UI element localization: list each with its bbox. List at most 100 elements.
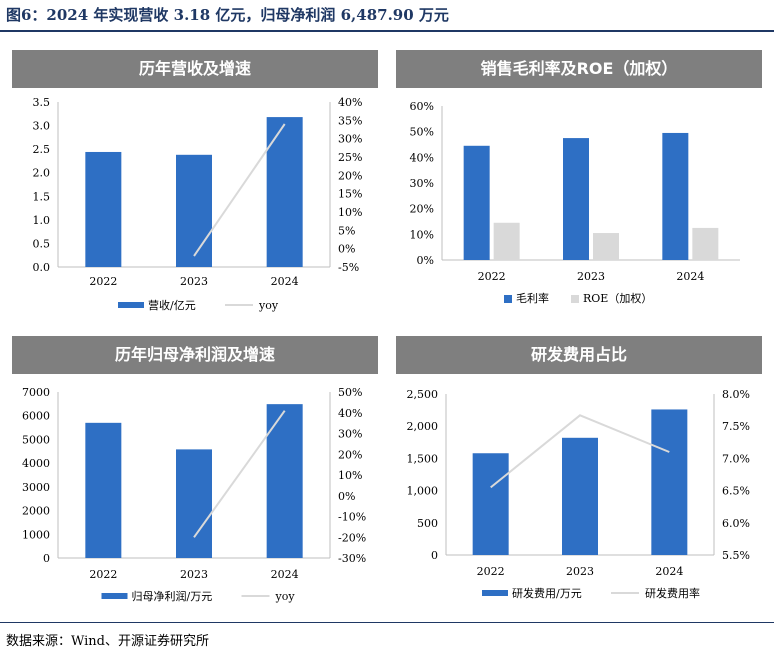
chart-revenue: 0.0 0.5 1.0 1.5 2.0 2.5 3.0 3.5 -5% 0% 5% 10% 15% 20%… <box>33 96 363 312</box>
y-tick-label-left: 4000 <box>22 457 50 470</box>
y-tick-label-right: 20% <box>338 448 362 461</box>
y-tick-label-left: 50% <box>410 126 434 139</box>
y-tick-label-left: 2.0 <box>33 167 51 180</box>
panel-revenue: 历年营收及增速 0.0 0.5 1.0 1.5 2.0 2.5 3.0 3.5 -5% 0% 5% 1… <box>12 50 378 322</box>
x-tick-label: 2024 <box>655 565 683 578</box>
x-tick-label: 2024 <box>271 275 299 288</box>
panel-margin-roe: 销售毛利率及ROE（加权） 0% 10% 20% 30% 40% 50% 60% 2022 20… <box>396 50 762 322</box>
x-tick-label: 2024 <box>676 270 704 283</box>
bar-secondary <box>692 227 719 260</box>
y-tick-label-right: -5% <box>338 261 359 274</box>
y-tick-label-left: 3000 <box>22 481 50 494</box>
legend-label: 研发费用率 <box>645 586 700 600</box>
y-tick-label-left: 1.5 <box>33 190 51 203</box>
y-tick-label-left: 10% <box>410 228 434 241</box>
y-tick-label-left: 0 <box>43 552 50 565</box>
y-tick-label-left: 1,500 <box>407 452 439 465</box>
y-tick-label-left: 0 <box>431 549 438 562</box>
y-tick-label-right: 40% <box>338 407 362 420</box>
y-tick-label-right: 5% <box>338 224 355 237</box>
y-tick-label-left: 7000 <box>22 386 50 399</box>
legend-swatch <box>571 295 579 303</box>
panel-net-profit: 历年归母净利润及增速 0 1000 2000 3000 4000 5000 6000 7000… <box>12 336 378 618</box>
bar-primary <box>563 138 589 260</box>
bar-primary <box>463 145 490 260</box>
panel-header-revenue: 历年营收及增速 <box>12 50 378 88</box>
chart-rd: 0 500 1,000 1,500 2,000 2,500 5.5% 6.0% 6.5% 7.0%… <box>407 388 750 600</box>
y-tick-label-left: 0% <box>417 254 434 267</box>
legend-label: 研发费用/万元 <box>512 586 582 600</box>
legend-label: 毛利率 <box>516 291 549 305</box>
panel-header-rd: 研发费用占比 <box>396 336 762 374</box>
y-tick-label-left: 1.0 <box>33 214 51 227</box>
y-tick-label-right: 5.5% <box>722 549 750 562</box>
y-tick-label-right: 35% <box>338 114 362 127</box>
y-tick-label-left: 20% <box>410 203 434 216</box>
y-tick-label-left: 5000 <box>22 433 50 446</box>
y-tick-label-right: 40% <box>338 96 362 109</box>
legend-label: 营收/亿元 <box>148 298 196 312</box>
y-tick-label-right: 50% <box>338 386 362 399</box>
panel-header-net-profit: 历年归母净利润及增速 <box>12 336 378 374</box>
panel-header-margin-roe: 销售毛利率及ROE（加权） <box>396 50 762 88</box>
y-tick-label-left: 6000 <box>22 410 50 423</box>
series-line <box>193 123 286 257</box>
legend-swatch <box>118 302 144 308</box>
bar-primary <box>85 422 122 558</box>
y-tick-label-right: 0% <box>338 490 355 503</box>
x-tick-label: 2022 <box>477 565 505 578</box>
x-tick-label: 2023 <box>566 565 594 578</box>
y-tick-label-left: 40% <box>410 151 434 164</box>
chart-margin-roe: 0% 10% 20% 30% 40% 50% 60% 2022 2023 2024 毛利率 ROE（加… <box>410 100 740 305</box>
source-note: 数据来源：Wind、开源证券研究所 <box>6 634 209 649</box>
y-tick-label-left: 2,500 <box>407 388 439 401</box>
bar-primary <box>266 117 303 267</box>
y-tick-label-left: 0.0 <box>33 261 51 274</box>
top-rule <box>0 30 774 32</box>
panel-rd: 研发费用占比 0 500 1,000 1,500 2,000 2,500 5.5% 6.0% 6… <box>396 336 762 618</box>
y-tick-label-right: -20% <box>338 531 366 544</box>
y-tick-label-left: 30% <box>410 177 434 190</box>
y-tick-label-right: 8.0% <box>722 388 750 401</box>
y-tick-label-right: 0% <box>338 243 355 256</box>
series-line <box>193 410 286 538</box>
legend-label: ROE（加权） <box>583 292 652 305</box>
chart-net-profit: 0 1000 2000 3000 4000 5000 6000 7000 -30% -20% -10… <box>22 386 366 603</box>
x-tick-label: 2022 <box>89 275 117 288</box>
bar-primary <box>176 154 212 267</box>
y-tick-label-right: 10% <box>338 206 362 219</box>
legend-label: yoy <box>275 590 296 603</box>
bar-primary <box>562 437 598 555</box>
y-tick-label-right: 15% <box>338 188 362 201</box>
y-tick-label-right: 10% <box>338 469 362 482</box>
y-tick-label-right: -30% <box>338 552 366 565</box>
figure-title: 图6：2024 年实现营收 3.18 亿元，归母净利润 6,487.90 万元 <box>6 6 449 24</box>
legend-label: 归母净利润/万元 <box>132 589 213 603</box>
bottom-rule <box>0 622 774 623</box>
y-tick-label-left: 2,000 <box>407 420 439 433</box>
legend-label: yoy <box>258 299 279 312</box>
bar-primary <box>662 132 689 260</box>
y-tick-label-right: -10% <box>338 511 366 524</box>
y-tick-label-right: 7.5% <box>722 420 750 433</box>
y-tick-label-left: 1,000 <box>407 485 439 498</box>
bar-primary <box>176 449 212 558</box>
y-tick-label-left: 2000 <box>22 505 50 518</box>
y-tick-label-left: 2.5 <box>33 143 51 156</box>
y-tick-label-right: 25% <box>338 151 362 164</box>
y-tick-label-left: 60% <box>410 100 434 113</box>
bar-primary <box>651 409 688 555</box>
y-tick-label-left: 0.5 <box>33 237 51 250</box>
y-tick-label-right: 30% <box>338 133 362 146</box>
bar-primary <box>85 151 122 267</box>
bar-secondary <box>593 233 619 260</box>
legend-swatch <box>101 593 128 599</box>
series-line <box>490 414 670 489</box>
x-tick-label: 2022 <box>478 270 506 283</box>
y-tick-label-right: 20% <box>338 169 362 182</box>
y-tick-label-left: 3.5 <box>33 96 51 109</box>
x-tick-label: 2023 <box>577 270 605 283</box>
x-tick-label: 2022 <box>89 568 117 581</box>
legend-swatch <box>504 295 512 303</box>
x-tick-label: 2023 <box>180 275 208 288</box>
